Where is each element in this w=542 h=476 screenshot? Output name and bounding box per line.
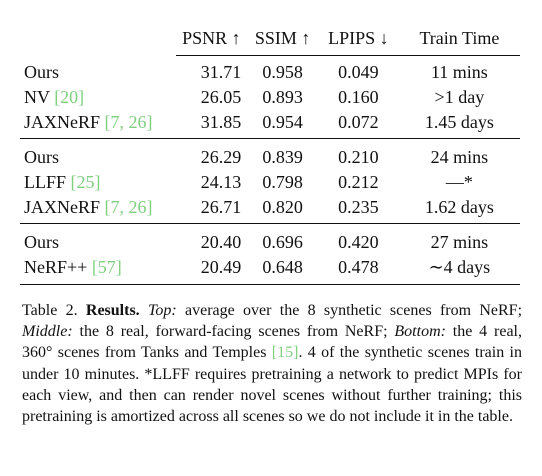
method-cell: Ours bbox=[20, 224, 176, 256]
psnr-cell: 24.13 bbox=[200, 172, 242, 192]
ssim-cell: 0.798 bbox=[262, 172, 303, 192]
citation-link[interactable]: [57] bbox=[91, 257, 122, 277]
caption-middle-text: the 8 real, forward-facing scenes from N… bbox=[72, 323, 395, 341]
method-cell: Ours bbox=[20, 139, 176, 171]
table-body: Ours 31.71 0.958 0.049 11 mins NV [20] 26.05 0.… bbox=[20, 56, 520, 285]
ssim-cell: 0.696 bbox=[262, 232, 303, 252]
ssim-cell: 0.839 bbox=[262, 147, 303, 167]
lpips-cell: 0.072 bbox=[317, 110, 399, 139]
caption-top-text: average over the 8 synthetic scenes from… bbox=[176, 302, 523, 319]
method-cell: NeRF++ [57] bbox=[20, 255, 176, 285]
lpips-cell: 0.212 bbox=[338, 172, 379, 192]
psnr-cell: 20.49 bbox=[175, 255, 248, 285]
method-name: LLFF bbox=[24, 172, 67, 192]
ssim-cell: 0.954 bbox=[247, 110, 318, 139]
caption-top-label: Top: bbox=[147, 302, 177, 319]
header-train-time: Train Time bbox=[398, 22, 520, 56]
table-caption: Table 2. Results. Top: average over the … bbox=[22, 300, 522, 427]
method-name: JAXNeRF bbox=[24, 112, 101, 132]
time-cell: 1.45 days bbox=[398, 110, 520, 139]
caption-bottom-label: Bottom: bbox=[394, 323, 446, 341]
caption-middle-label: Middle: bbox=[22, 323, 73, 341]
results-table: PSNR ↑ SSIM ↑ LPIPS ↓ Train Time Ours 31.… bbox=[20, 22, 520, 285]
header-method bbox=[20, 22, 176, 56]
ssim-cell: 0.648 bbox=[247, 255, 318, 285]
caption-bottom-text-1: the 4 real, 360° scenes from Tanks and T… bbox=[22, 323, 523, 362]
time-cell: 11 mins bbox=[430, 62, 488, 82]
method-cell: JAXNeRF [7, 26] bbox=[20, 195, 176, 224]
method-name: Ours bbox=[24, 61, 59, 82]
table-row: NeRF++ [57] 20.49 0.648 0.478 ∼4 days bbox=[20, 255, 520, 285]
table-header-row: PSNR ↑ SSIM ↑ LPIPS ↓ Train Time bbox=[20, 22, 520, 56]
table-row: LLFF [25] 24.13 0.798 0.212 —* bbox=[20, 170, 520, 195]
table-row: Ours 26.29 0.839 0.210 24 mins bbox=[20, 139, 520, 171]
psnr-cell: 31.85 bbox=[175, 110, 248, 139]
lpips-cell: 0.160 bbox=[338, 87, 379, 107]
table-row: JAXNeRF [7, 26] 26.71 0.820 0.235 1.62 days bbox=[20, 195, 520, 224]
method-name: Ours bbox=[24, 147, 59, 167]
table-row: JAXNeRF [7, 26] 31.85 0.954 0.072 1.45 days bbox=[20, 110, 520, 139]
psnr-cell: 26.71 bbox=[175, 195, 248, 224]
method-cell: JAXNeRF [7, 26] bbox=[20, 110, 176, 139]
method-cell: NV [20] bbox=[20, 85, 176, 110]
psnr-cell: 31.71 bbox=[200, 62, 242, 82]
ssim-cell: 0.893 bbox=[262, 87, 303, 107]
psnr-cell: 20.40 bbox=[200, 232, 242, 252]
citation-link[interactable]: [25] bbox=[70, 172, 101, 192]
lpips-cell: 0.478 bbox=[317, 255, 399, 285]
lpips-cell: 0.235 bbox=[317, 195, 399, 224]
lpips-cell: 0.420 bbox=[338, 232, 379, 252]
table-row: Ours 20.40 0.696 0.420 27 mins bbox=[20, 224, 520, 256]
table-row: NV [20] 26.05 0.893 0.160 >1 day bbox=[20, 85, 520, 110]
lpips-cell: 0.210 bbox=[338, 147, 379, 167]
ssim-cell: 0.958 bbox=[262, 62, 303, 82]
table-row: Ours 31.71 0.958 0.049 11 mins bbox=[20, 56, 520, 86]
caption-citation-link[interactable]: [15] bbox=[271, 344, 299, 362]
method-cell: Ours bbox=[20, 56, 176, 86]
method-cell: LLFF [25] bbox=[20, 170, 176, 195]
caption-label: Table 2. bbox=[22, 302, 78, 319]
time-cell: ∼4 days bbox=[398, 255, 520, 285]
psnr-cell: 26.05 bbox=[200, 87, 242, 107]
caption-title: Results. bbox=[85, 302, 140, 319]
ssim-cell: 0.820 bbox=[247, 195, 318, 224]
method-name: Ours bbox=[24, 232, 59, 252]
method-name: NeRF++ bbox=[24, 257, 88, 277]
psnr-cell: 26.29 bbox=[200, 147, 242, 167]
time-cell: >1 day bbox=[434, 87, 485, 107]
citation-link[interactable]: [7, 26] bbox=[104, 197, 153, 217]
header-ssim: SSIM ↑ bbox=[247, 22, 318, 56]
time-cell: 24 mins bbox=[430, 147, 489, 167]
method-name: NV bbox=[24, 87, 50, 107]
method-name: JAXNeRF bbox=[24, 197, 101, 217]
caption-bottom-text-2: . 4 of the synthetic scenes train in und… bbox=[22, 344, 522, 426]
time-cell: 1.62 days bbox=[398, 195, 520, 224]
citation-link[interactable]: [7, 26] bbox=[104, 112, 153, 132]
time-cell: 27 mins bbox=[430, 232, 489, 252]
time-cell: —* bbox=[445, 172, 473, 192]
citation-link[interactable]: [20] bbox=[54, 87, 85, 107]
lpips-cell: 0.049 bbox=[338, 62, 379, 82]
header-lpips: LPIPS ↓ bbox=[317, 22, 399, 56]
header-psnr: PSNR ↑ bbox=[175, 22, 248, 56]
